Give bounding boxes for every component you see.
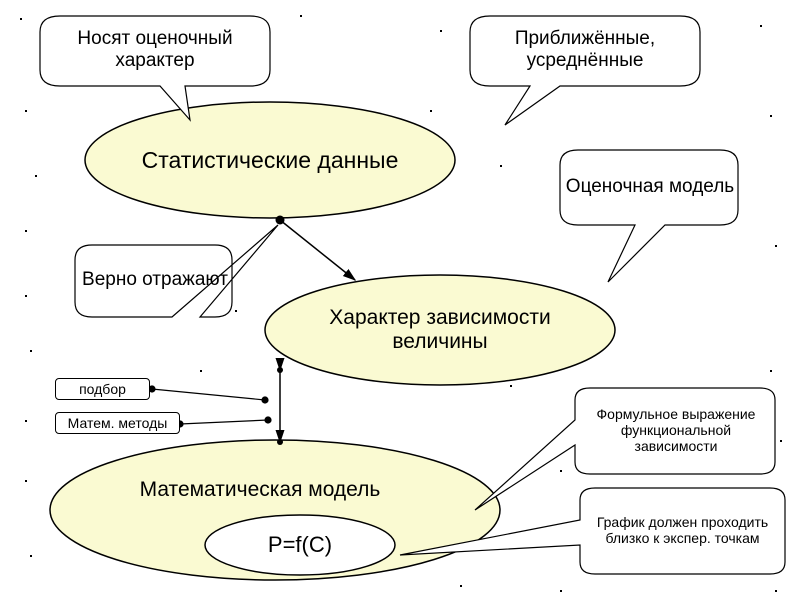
node-formula: P=f(C) [205,528,395,562]
bubble-approximate-averaged: Приближённые, усреднённые [475,20,695,80]
bubble-correctly-reflect: Верно отражают [80,250,230,310]
node-math-model: Математическая модель [85,475,435,505]
node-statistical-data: Статистические данные [85,135,455,185]
bubble-estimate-character: Носят оценочный характер [45,20,265,80]
bubble-graph-close-points: График должен проходить близко к экспер.… [585,490,780,570]
bubble-formula-expression: Формульное выражение функциональной зави… [580,390,772,470]
node-dependency-character: Характер зависимости величины [280,300,600,360]
rect-math-methods: Матем. методы [55,412,180,434]
bubble-estimate-model: Оценочная модель [565,152,735,222]
rect-selection: подбор [55,378,150,400]
